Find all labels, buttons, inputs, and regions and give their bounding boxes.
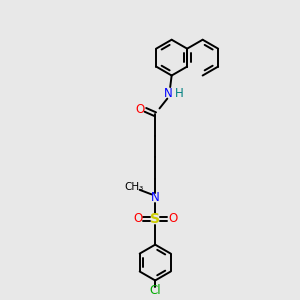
- Text: O: O: [133, 212, 142, 225]
- Text: S: S: [150, 212, 160, 226]
- Text: O: O: [168, 212, 177, 225]
- Text: Cl: Cl: [149, 284, 161, 297]
- Text: CH₃: CH₃: [125, 182, 144, 192]
- Text: N: N: [164, 87, 172, 100]
- Text: N: N: [151, 191, 160, 204]
- Text: H: H: [175, 87, 184, 100]
- Text: O: O: [136, 103, 145, 116]
